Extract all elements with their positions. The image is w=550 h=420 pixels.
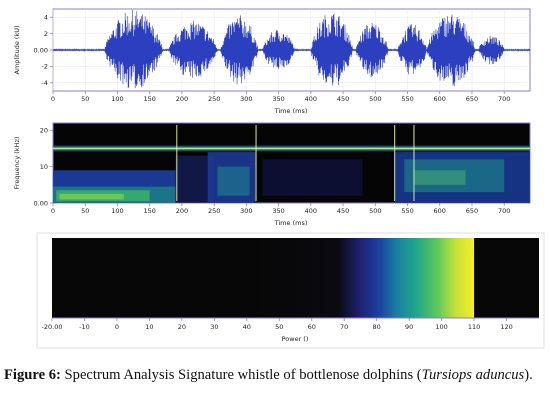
colorbar-tick-label: 20 [178, 323, 186, 331]
colorbar-tick-label: 80 [373, 323, 381, 331]
waveform-x-tick-label: 500 [369, 95, 381, 103]
spectrogram-energy-region [59, 193, 124, 200]
waveform-x-tick-label: 600 [434, 95, 446, 103]
spectrogram-x-tick-label: 600 [434, 207, 446, 215]
spectrogram-y-ticks: 20 10 0.00 [34, 127, 53, 207]
spectrogram-energy-region [413, 170, 466, 185]
colorbar-tick-label: 90 [405, 323, 413, 331]
spectrogram-y-axis-label: Frequency (kHz) [13, 137, 21, 190]
spectrogram-x-tick-label: 550 [401, 207, 413, 215]
waveform-x-tick-label: 400 [305, 95, 317, 103]
waveform-y-axis-label: Amplitude (kU) [13, 26, 21, 75]
spectrogram-x-ticks: 0 50 100 150 200 250 300 350 400 450 500 550 600 650 7… [51, 203, 510, 215]
waveform-x-tick-label: 50 [81, 95, 89, 103]
colorbar-tick-label: 60 [308, 323, 316, 331]
waveform-y-tick-label: 2 [44, 30, 48, 38]
waveform-panel: 0 50 100 150 200 250 300 350 400 450 500 550 600 650 7… [13, 8, 531, 115]
spectrogram-x-tick-label: 100 [111, 207, 123, 215]
waveform-x-ticks: 0 50 100 150 200 250 300 350 400 450 500 550 600 650 7… [51, 91, 510, 103]
waveform-x-tick-label: 450 [337, 95, 349, 103]
spectrogram-energy-region [262, 159, 363, 196]
colorbar-tick-label: 110 [468, 323, 480, 331]
waveform-y-tick-label: -4 [42, 79, 48, 87]
spectrogram-y-tick-label: 10 [40, 163, 48, 171]
waveform-x-axis-label: Time (ms) [274, 107, 308, 115]
spectrogram-x-tick-label: 700 [498, 207, 510, 215]
spectrogram-x-tick-label: 300 [240, 207, 252, 215]
figure-caption-label: Figure 6: [4, 367, 61, 383]
waveform-y-tick-label: 0.00 [34, 46, 48, 54]
waveform-y-tick-label: 4 [44, 14, 48, 22]
spectrogram-panel: 0 50 100 150 200 250 300 350 400 450 500 550 600 650 7… [13, 122, 531, 227]
waveform-x-tick-label: 300 [240, 95, 252, 103]
spectrogram-y-tick-label: 0.00 [34, 199, 48, 207]
colorbar-tick-label: -10 [79, 323, 90, 331]
figure-caption-species: Tursiops aduncus [421, 367, 525, 383]
spectrogram-image [53, 125, 530, 203]
colorbar-tick-label: 100 [435, 323, 447, 331]
spectrogram-x-tick-label: 350 [272, 207, 284, 215]
waveform-y-ticks: 4 2 0.00 -2 -4 [34, 14, 53, 87]
figure-caption: Figure 6: Spectrum Analysis Signature wh… [4, 366, 546, 385]
waveform-x-tick-label: 700 [498, 95, 510, 103]
colorbar-tick-label: 30 [210, 323, 218, 331]
spectrogram-x-tick-label: 200 [176, 207, 188, 215]
waveform-trace [52, 10, 531, 89]
spectrogram-x-tick-label: 650 [466, 207, 478, 215]
spectrogram-energy-region [217, 166, 250, 196]
waveform-x-tick-label: 200 [176, 95, 188, 103]
spectrogram-x-tick-label: 250 [208, 207, 220, 215]
colorbar-x-ticks: -20.00 -10 0 10 20 30 40 50 60 70 80 90 100 110 120 [42, 318, 513, 331]
spectrogram-x-axis-label: Time (ms) [274, 219, 308, 227]
colorbar-panel: -20.00 -10 0 10 20 30 40 50 60 70 80 90 100 110 120 Po… [36, 232, 545, 349]
figure-caption-end: ). [524, 367, 533, 383]
spectrogram-x-tick-label: 0 [51, 207, 55, 215]
colorbar-tick-label: 120 [500, 323, 512, 331]
waveform-y-tick-label: -2 [42, 63, 48, 71]
colorbar-tick-label: 10 [145, 323, 153, 331]
colorbar-axis-label: Power () [282, 335, 309, 343]
spectrogram-x-tick-label: 150 [143, 207, 155, 215]
spectrogram-x-tick-label: 450 [337, 207, 349, 215]
colorbar-tick-label: 50 [275, 323, 283, 331]
waveform-x-tick-label: 150 [143, 95, 155, 103]
waveform-x-tick-label: 100 [111, 95, 123, 103]
waveform-x-tick-label: 350 [272, 95, 284, 103]
colorbar-tick-label: 40 [243, 323, 251, 331]
spectrogram-y-tick-label: 20 [40, 127, 48, 135]
colorbar-tick-label: 0 [115, 323, 119, 331]
colorbar-gradient-ramp [246, 238, 475, 318]
spectrogram-x-tick-label: 50 [81, 207, 89, 215]
waveform-x-tick-label: 0 [51, 95, 55, 103]
spectrogram-x-tick-label: 400 [305, 207, 317, 215]
colorbar-tick-label: 70 [340, 323, 348, 331]
waveform-x-tick-label: 250 [208, 95, 220, 103]
waveform-x-tick-label: 650 [466, 95, 478, 103]
figure-caption-text: Spectrum Analysis Signature whistle of b… [60, 367, 422, 383]
spectrogram-x-tick-label: 500 [369, 207, 381, 215]
colorbar-tick-label: -20.00 [42, 323, 63, 331]
waveform-x-tick-label: 550 [401, 95, 413, 103]
